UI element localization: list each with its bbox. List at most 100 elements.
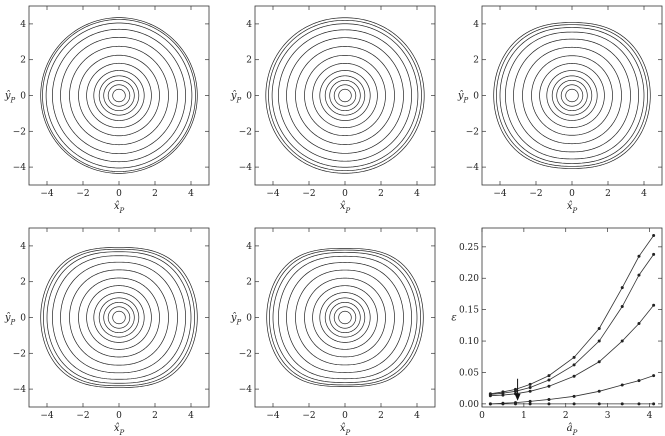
y-tick-label: 2 — [246, 56, 252, 66]
data-point — [637, 379, 641, 383]
x-tick-label: −2 — [302, 411, 315, 421]
y-tick-label: 0 — [246, 92, 252, 102]
orbit-curve — [268, 19, 422, 172]
orbit-curve — [278, 255, 412, 380]
orbit-curve — [278, 29, 412, 162]
data-point — [597, 389, 601, 393]
y-axis-label: ŷP — [4, 91, 16, 105]
orbit-curve — [43, 248, 195, 387]
plot-frame — [254, 5, 436, 186]
orbit-curve — [333, 306, 357, 329]
data-point — [652, 234, 656, 238]
x-tick-label: 4 — [414, 411, 420, 421]
y-axis-label: ε — [451, 313, 456, 324]
data-point — [597, 326, 601, 330]
x-tick-label: −2 — [302, 189, 315, 199]
orbit-curve — [98, 297, 140, 338]
data-point — [547, 378, 551, 382]
data-point — [637, 402, 641, 406]
y-tick-label: 0 — [246, 314, 252, 324]
orbit-curve — [45, 22, 193, 169]
panel-orbits-1: −4 −2 0 2 4 −4 −2 0 2 4 x̂P ŷP — [4, 5, 210, 215]
x-axis-label: âP — [567, 423, 578, 436]
data-point — [528, 389, 532, 393]
y-tick-label: 0.25 — [459, 243, 479, 253]
y-tick-label: 0 — [473, 92, 479, 102]
orbit-curve — [312, 62, 378, 129]
orbit-curve — [93, 70, 145, 121]
data-point — [620, 402, 624, 406]
y-tick-label: 2 — [20, 56, 26, 66]
orbit-curve — [78, 54, 160, 137]
x-axis-label: x̂P — [340, 423, 351, 436]
x-tick-label: 2 — [152, 411, 158, 421]
orbit-curve — [513, 38, 631, 153]
orbit-curve — [46, 251, 192, 384]
data-point — [620, 339, 624, 343]
panel-orbits-3: −4 −2 0 2 4 −4 −2 0 2 4 x̂P ŷP — [457, 5, 663, 215]
x-axis-label: x̂P — [114, 423, 125, 436]
orbit-curve — [98, 75, 140, 116]
x-tick-label: −4 — [493, 189, 507, 199]
y-tick-label: −4 — [13, 163, 27, 173]
x-tick-label: 0 — [569, 189, 575, 199]
y-tick-label: 4 — [473, 20, 479, 30]
orbit-curve — [286, 37, 404, 154]
x-tick-label: −4 — [40, 189, 54, 199]
data-point — [652, 252, 656, 256]
x-tick-label: 2 — [563, 411, 569, 421]
y-tick-label: 0.10 — [459, 337, 479, 347]
orbit-curve — [324, 75, 366, 116]
orbit-curve — [107, 306, 131, 329]
series-line — [490, 375, 654, 405]
data-point — [572, 394, 576, 398]
plot-frame — [481, 5, 663, 186]
data-point — [637, 273, 641, 277]
x-tick-label: 0 — [342, 411, 348, 421]
orbit-curve — [312, 285, 378, 350]
y-tick-label: −2 — [13, 349, 26, 359]
y-tick-label: 4 — [246, 20, 252, 30]
data-point — [572, 363, 576, 367]
data-point — [637, 254, 641, 258]
x-tick-label: −2 — [76, 189, 89, 199]
data-point — [652, 374, 656, 378]
data-point — [597, 339, 601, 343]
orbit-curve — [112, 88, 126, 103]
orbit-curve — [266, 248, 424, 387]
plot-area — [266, 248, 424, 387]
plot-frame — [481, 227, 663, 408]
data-point — [572, 374, 576, 378]
data-point — [547, 374, 551, 378]
x-tick-label: 0 — [116, 189, 122, 199]
y-tick-label: 2 — [246, 278, 252, 288]
orbit-curve — [531, 55, 613, 136]
orbit-curve — [304, 277, 386, 358]
panel-epsilon-vs-a: 0 1 2 3 4 0.00 0.05 0.10 0.15 0.20 0.25 âP ε — [451, 227, 663, 436]
x-tick-label: 0 — [479, 411, 485, 421]
y-tick-label: 4 — [20, 242, 26, 252]
data-point — [597, 402, 601, 406]
series-line — [490, 235, 654, 395]
data-point — [572, 402, 576, 406]
y-tick-label: 4 — [20, 20, 26, 30]
data-point — [597, 360, 601, 364]
data-point — [528, 382, 532, 386]
panel-orbits-2: −4 −2 0 2 4 −4 −2 0 2 4 x̂P ŷP — [230, 5, 436, 215]
x-tick-label: 0 — [116, 411, 122, 421]
orbit-curve — [86, 285, 152, 350]
orbit-curve — [304, 54, 386, 137]
y-tick-label: −2 — [239, 127, 252, 137]
y-tick-label: 0 — [20, 92, 26, 102]
data-point — [652, 402, 656, 406]
y-tick-label: 2 — [20, 278, 26, 288]
x-tick-label: −4 — [266, 411, 280, 421]
x-axis-label: x̂P — [340, 201, 351, 215]
data-point — [620, 286, 624, 290]
data-point — [501, 401, 505, 405]
panel-orbits-4: −4 −2 0 2 4 −4 −2 0 2 4 x̂P ŷP — [4, 227, 210, 436]
x-tick-label: 4 — [188, 411, 194, 421]
y-tick-label: 0 — [20, 314, 26, 324]
data-point — [620, 383, 624, 387]
